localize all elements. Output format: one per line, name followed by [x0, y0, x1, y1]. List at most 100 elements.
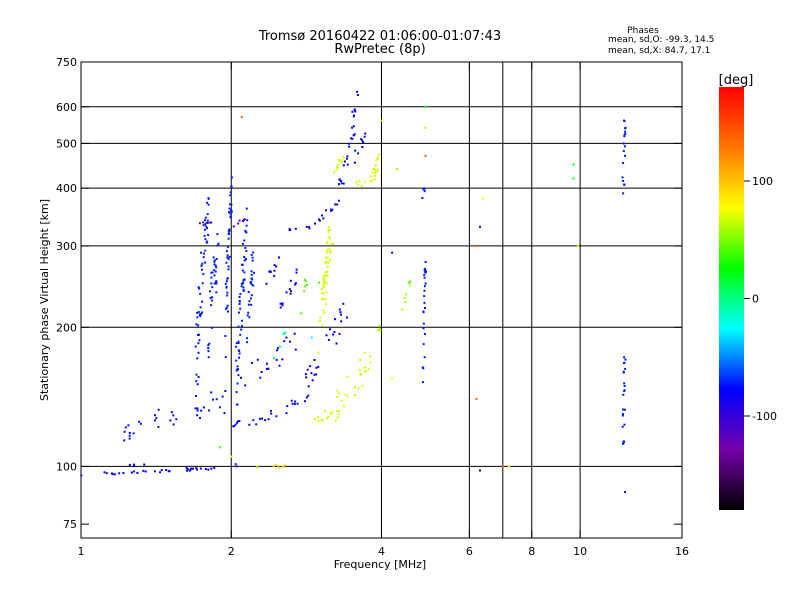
- data-point: [346, 163, 349, 166]
- data-point: [207, 234, 210, 236]
- data-point: [572, 177, 575, 180]
- data-point: [269, 270, 272, 273]
- data-point: [321, 324, 324, 327]
- data-point: [229, 194, 232, 197]
- data-point: [132, 432, 135, 435]
- data-point: [276, 349, 279, 352]
- data-point: [236, 368, 239, 371]
- data-point: [294, 283, 297, 286]
- data-point: [326, 242, 329, 245]
- data-point: [314, 222, 316, 225]
- data-point: [235, 465, 238, 468]
- data-point: [405, 293, 407, 296]
- y-tick-label: 600: [56, 101, 77, 114]
- data-point: [624, 127, 627, 130]
- data-point: [330, 242, 333, 245]
- data-point: [230, 455, 233, 458]
- data-point: [338, 409, 341, 412]
- x-axis-label: Frequency [MHz]: [334, 558, 426, 571]
- data-point: [329, 328, 331, 331]
- data-point: [216, 244, 219, 247]
- data-point: [209, 221, 212, 224]
- data-point: [185, 467, 188, 470]
- data-point: [327, 338, 330, 341]
- data-point: [285, 291, 288, 294]
- data-point: [423, 301, 426, 304]
- data-point: [196, 311, 199, 314]
- data-point: [424, 307, 426, 309]
- data-point: [252, 284, 255, 287]
- data-point: [370, 175, 373, 178]
- data-point: [240, 376, 242, 379]
- data-point: [200, 409, 203, 412]
- data-point: [307, 385, 310, 388]
- data-point: [318, 219, 321, 222]
- data-point: [322, 292, 325, 295]
- grid-lines: [81, 62, 682, 538]
- data-point: [288, 288, 291, 291]
- data-point: [153, 470, 156, 473]
- data-point: [215, 291, 218, 294]
- data-point: [202, 221, 205, 224]
- data-point: [282, 333, 285, 336]
- data-point: [157, 408, 160, 411]
- data-point: [229, 215, 232, 218]
- data-point: [236, 382, 239, 385]
- data-point: [211, 296, 214, 299]
- x-tick-label: 10: [573, 545, 587, 558]
- data-point: [196, 409, 199, 412]
- data-point: [253, 271, 255, 274]
- data-point: [199, 315, 202, 317]
- data-point: [132, 470, 135, 473]
- data-point: [246, 314, 249, 317]
- data-point: [378, 324, 381, 327]
- data-point: [249, 297, 252, 300]
- y-tick-label: 750: [56, 56, 77, 69]
- data-point: [196, 383, 199, 386]
- data-point: [294, 282, 297, 285]
- data-point: [475, 244, 478, 247]
- data-point: [335, 419, 337, 422]
- data-point: [199, 306, 202, 309]
- data-point: [172, 414, 175, 417]
- data-point: [169, 419, 172, 422]
- data-point: [238, 303, 241, 305]
- data-point: [305, 396, 308, 399]
- data-point: [326, 248, 329, 251]
- data-point: [326, 240, 329, 243]
- data-point: [202, 256, 205, 259]
- data-point: [340, 399, 343, 402]
- data-point: [226, 291, 229, 294]
- data-point: [289, 340, 291, 343]
- data-point: [245, 224, 248, 227]
- data-point: [623, 134, 626, 137]
- data-point: [321, 419, 324, 422]
- data-point: [325, 209, 327, 212]
- data-point: [367, 368, 370, 371]
- data-point: [238, 300, 241, 303]
- data-point: [142, 469, 145, 472]
- data-point: [319, 316, 322, 319]
- data-point: [208, 409, 211, 412]
- data-point: [229, 191, 232, 194]
- data-point: [226, 256, 229, 259]
- data-point: [321, 291, 324, 294]
- data-point: [423, 276, 426, 279]
- data-point: [247, 311, 250, 314]
- data-point: [201, 268, 203, 271]
- data-point: [236, 420, 239, 423]
- data-point: [227, 265, 230, 268]
- data-point: [330, 209, 333, 212]
- data-point: [325, 303, 327, 306]
- data-point: [479, 469, 481, 472]
- chart-subtitle: RwPretec (8p): [334, 42, 425, 57]
- data-point: [274, 464, 277, 466]
- data-point: [323, 277, 325, 280]
- data-point: [326, 417, 329, 420]
- data-point: [202, 406, 205, 409]
- data-point: [336, 416, 339, 419]
- data-point: [215, 266, 218, 269]
- data-point: [351, 126, 354, 129]
- data-point: [374, 169, 377, 172]
- data-point: [143, 463, 146, 466]
